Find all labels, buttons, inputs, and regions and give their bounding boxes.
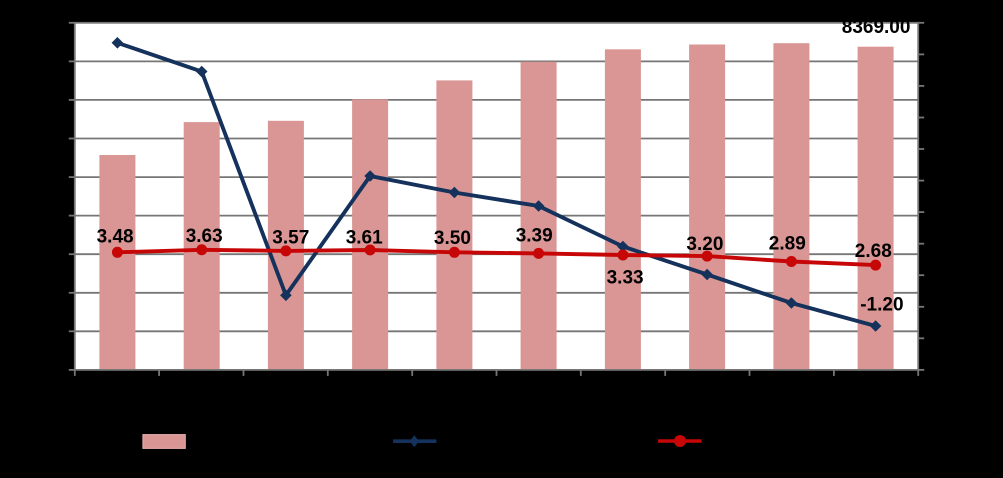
svg-text:2.89: 2.89 (769, 233, 806, 254)
svg-text:3.61: 3.61 (346, 228, 383, 249)
svg-text:3.50: 3.50 (434, 228, 471, 249)
svg-text:8369.00: 8369.00 (842, 17, 911, 38)
svg-text:3.63: 3.63 (186, 226, 223, 247)
svg-text:3.20: 3.20 (686, 234, 723, 255)
svg-text:3.57: 3.57 (272, 228, 309, 249)
svg-text:2.68: 2.68 (855, 241, 892, 262)
svg-text:3.48: 3.48 (97, 226, 134, 247)
svg-text:-1.20: -1.20 (860, 294, 903, 315)
svg-text:3.33: 3.33 (607, 268, 644, 289)
svg-text:3.39: 3.39 (516, 226, 553, 247)
